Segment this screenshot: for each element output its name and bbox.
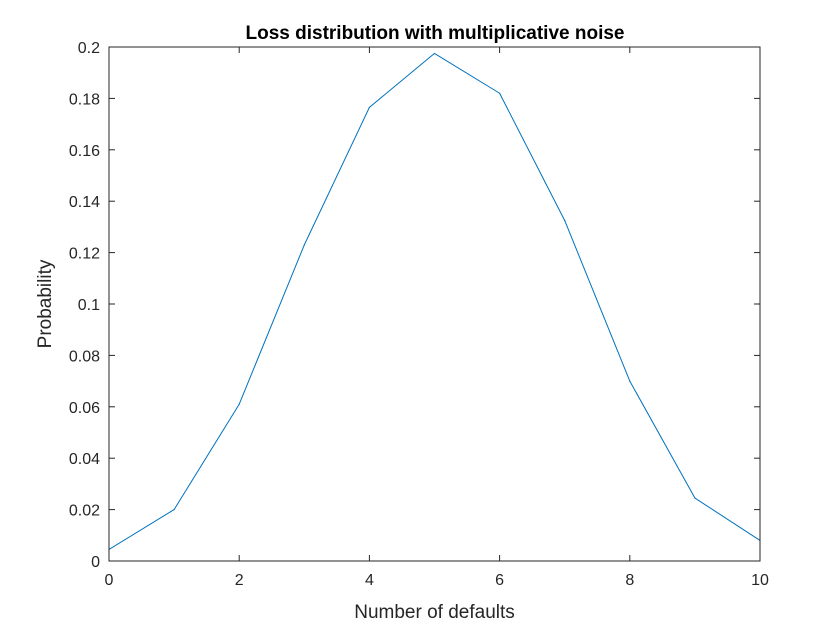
y-tick-label: 0.08 [69, 348, 100, 365]
y-tick-label: 0 [91, 554, 100, 571]
data-point [694, 497, 696, 499]
x-axis-label: Number of defaults [354, 602, 515, 623]
x-tick-label: 10 [751, 572, 769, 589]
y-tick-label: 0.1 [78, 297, 100, 314]
x-tick-label: 0 [105, 572, 114, 589]
data-point [238, 403, 240, 405]
data-point [499, 92, 501, 94]
plot-area [109, 47, 760, 561]
y-tick-label: 0.2 [78, 40, 100, 57]
chart-title: Loss distribution with multiplicative no… [246, 23, 625, 44]
series-layer [108, 52, 761, 551]
y-tick-label: 0.12 [69, 246, 100, 263]
data-point [564, 219, 566, 222]
y-tick-label: 0.04 [69, 451, 100, 468]
x-tick-label: 8 [625, 572, 634, 589]
y-tick-label: 0.02 [69, 503, 100, 520]
x-axis-ticks: 0 2 4 6 8 10 [105, 47, 769, 589]
y-axis-label: Probability [35, 259, 56, 348]
data-point [303, 244, 305, 246]
x-tick-label: 4 [365, 572, 374, 589]
x-tick-label: 6 [495, 572, 504, 589]
y-tick-label: 0.14 [69, 194, 100, 211]
y-axis-ticks: 0 0.02 0.04 0.06 0.08 0.1 0.12 0.14 0.16 0.18 0.2 [69, 40, 760, 571]
y-tick-label: 0.06 [69, 400, 100, 417]
axes-box [108, 46, 761, 562]
y-tick-label: 0.16 [69, 143, 100, 160]
x-tick-label: 2 [235, 572, 244, 589]
y-tick-label: 0.18 [69, 91, 100, 108]
data-point [173, 509, 175, 511]
data-point [368, 106, 370, 108]
data-point [433, 52, 436, 55]
data-point [629, 380, 631, 382]
